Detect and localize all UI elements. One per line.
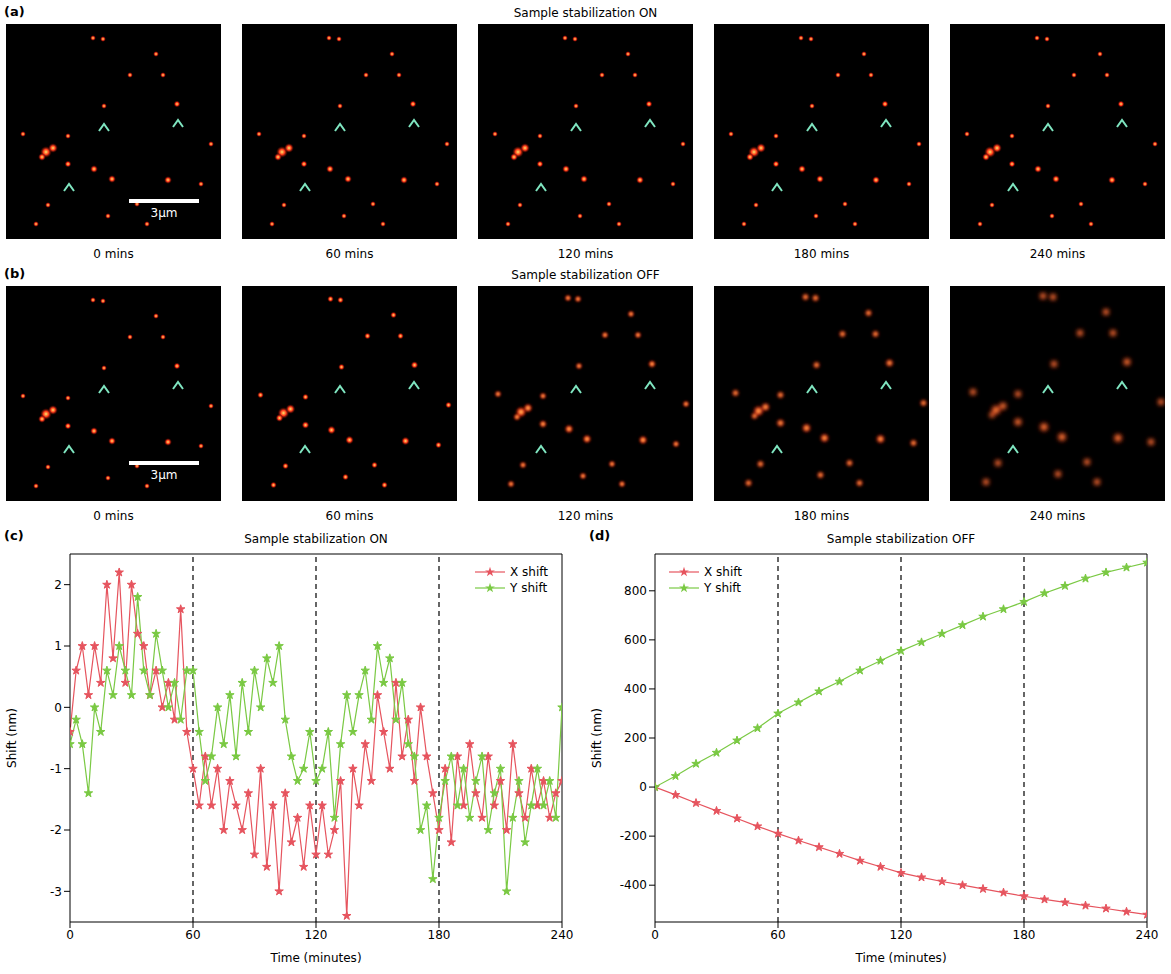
html-text:(c): (c) [4,528,24,543]
svg-text:0: 0 [54,701,62,715]
html-text:Y shift: Y shift [510,581,548,595]
svg-text:180: 180 [1013,928,1036,942]
svg-text:3μm: 3μm [151,468,178,482]
html-text:60 mins: 60 mins [325,509,374,523]
svg-text:3μm: 3μm [151,206,178,220]
svg-text:2: 2 [54,578,62,592]
html-text:Sample stabilization OFF: Sample stabilization OFF [511,268,660,282]
html-text:Sample stabilization ON: Sample stabilization ON [513,6,658,20]
html-text:120 mins: 120 mins [557,509,614,523]
html-text:0 mins: 0 mins [93,509,134,523]
svg-text:-200: -200 [620,829,647,843]
svg-text:120: 120 [890,928,913,942]
html-text:0 mins: 0 mins [93,247,134,261]
html-text:120 mins: 120 mins [557,247,614,261]
svg-text:-400: -400 [620,878,647,892]
html-text:Sample stabilization ON: Sample stabilization ON [244,532,388,546]
svg-text:0: 0 [651,928,659,942]
svg-text:Time (minutes): Time (minutes) [269,951,361,965]
html-text:(d): (d) [589,528,611,543]
html-text:X shift: X shift [704,565,742,579]
svg-text:240: 240 [1136,928,1159,942]
html-text:Sample stabilization OFF: Sample stabilization OFF [826,532,976,546]
svg-text:-1: -1 [50,762,62,776]
html-text:180 mins: 180 mins [793,509,850,523]
svg-text:0: 0 [639,780,647,794]
html-text:60 mins: 60 mins [325,247,374,261]
svg-text:400: 400 [624,682,647,696]
svg-text:200: 200 [624,731,647,745]
svg-text:180: 180 [428,928,451,942]
svg-text:1: 1 [54,639,62,653]
svg-text:240: 240 [551,928,574,942]
svg-text:120: 120 [305,928,328,942]
svg-text:Shift (nm): Shift (nm) [5,708,19,768]
html-text:X shift: X shift [510,565,548,579]
svg-text:Shift (nm): Shift (nm) [590,708,604,768]
svg-text:60: 60 [770,928,785,942]
svg-text:800: 800 [624,584,647,598]
html-text:240 mins: 240 mins [1029,247,1086,261]
html-text:180 mins: 180 mins [793,247,850,261]
html-text:240 mins: 240 mins [1029,509,1086,523]
html-text:Y shift: Y shift [704,581,742,595]
html-text:(b): (b) [4,266,26,281]
svg-text:-3: -3 [50,885,62,899]
svg-text:Time (minutes): Time (minutes) [854,951,946,965]
svg-text:0: 0 [66,928,74,942]
svg-text:60: 60 [185,928,200,942]
svg-text:600: 600 [624,633,647,647]
html-text:(a): (a) [4,4,25,19]
svg-text:-2: -2 [50,823,62,837]
